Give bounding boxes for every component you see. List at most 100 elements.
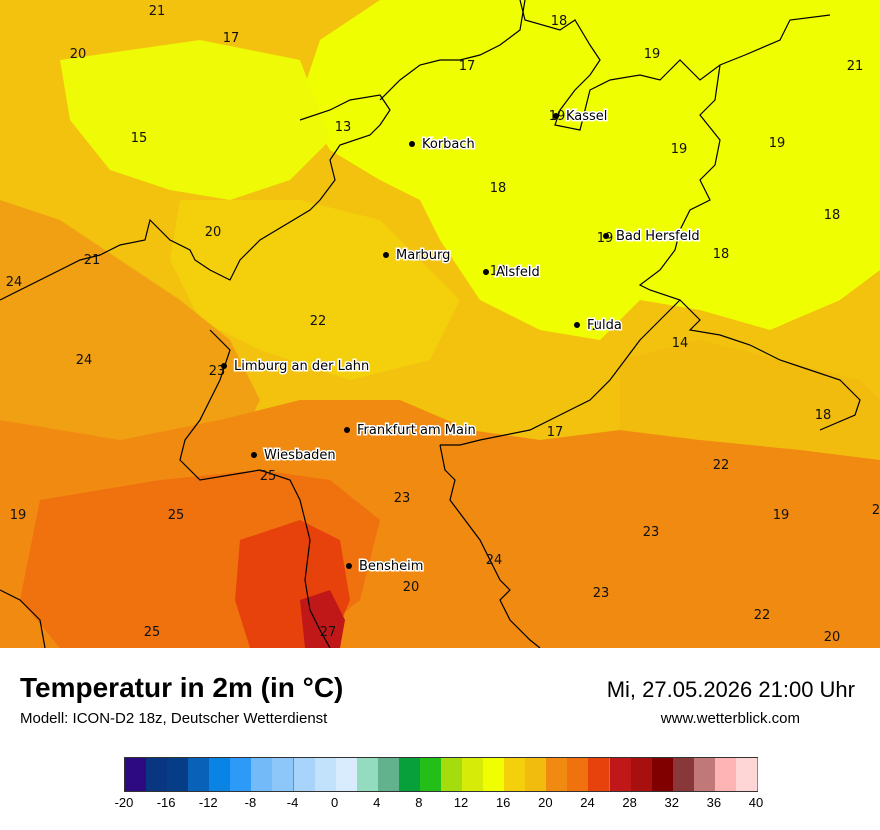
temperature-value: 19: [773, 508, 790, 523]
city-dot-icon: [344, 427, 350, 433]
legend-tick-label: -12: [198, 795, 218, 810]
legend-tick-label: 32: [664, 795, 679, 810]
temperature-value: 18: [815, 408, 832, 423]
legend-swatch: [546, 758, 569, 791]
legend-swatch: [314, 758, 337, 791]
legend-swatch: [735, 758, 758, 791]
temperature-value: 25: [168, 508, 185, 523]
city-label: Fulda: [587, 318, 622, 333]
temperature-value: 20: [592, 319, 609, 334]
temperature-value: 20: [824, 630, 841, 645]
city-wiesbaden[interactable]: Wiesbaden: [251, 447, 337, 465]
city-label: Limburg an der Lahn: [234, 359, 369, 374]
temperature-value: 21: [847, 59, 864, 74]
city-dot-icon: [251, 452, 257, 458]
border-line-north: [379, 0, 526, 101]
forecast-datetime: Mi, 27.05.2026 21:00 Uhr: [606, 677, 855, 702]
legend-swatch: [714, 758, 737, 791]
temperature-value: 24: [6, 275, 23, 290]
city-label: Frankfurt am Main: [357, 423, 476, 438]
temperature-value: 17: [547, 425, 564, 440]
border-line-east: [638, 64, 861, 431]
city-korbach[interactable]: Korbach: [409, 136, 476, 154]
legend-swatch: [230, 758, 253, 791]
legend-swatch: [188, 758, 211, 791]
temperature-value: 21: [149, 4, 166, 19]
temperature-value: 23: [593, 586, 610, 601]
temperature-value: 19: [671, 142, 688, 157]
temperature-value: 23: [643, 525, 660, 540]
legend-swatch: [377, 758, 400, 791]
temperature-value: 18: [713, 247, 730, 262]
legend-tick-label: 40: [748, 795, 764, 810]
temperature-value: 20: [403, 580, 420, 595]
city-dot-icon: [221, 363, 227, 369]
temperature-value: 23: [394, 491, 411, 506]
legend-swatch: [356, 758, 379, 791]
mild-zone-yellow: [170, 200, 460, 380]
legend-tick-label: 28: [622, 795, 637, 810]
legend-swatch: [672, 758, 695, 791]
warm-zone-orange-west: [0, 200, 260, 480]
city-dot-icon: [603, 233, 609, 239]
city-label: Korbach: [422, 137, 475, 152]
legend-swatch: [167, 758, 190, 791]
legend-swatch: [441, 758, 463, 791]
city-label: Kassel: [566, 109, 607, 124]
city-fulda[interactable]: Fulda: [574, 317, 623, 335]
temperature-value: 2: [872, 503, 880, 518]
temperature-value: 19: [769, 136, 786, 151]
city-marburg[interactable]: Marburg: [383, 247, 452, 265]
legend-tick-label: -20: [114, 795, 134, 810]
temperature-value: 19: [644, 47, 661, 62]
hot-zone-peak: [300, 590, 345, 648]
legend-swatch: [630, 758, 653, 791]
temperature-value: 24: [76, 353, 93, 368]
temperature-value: 17: [223, 31, 240, 46]
legend-swatch: [293, 758, 316, 791]
temperature-value: 20: [70, 47, 87, 62]
legend-tick-label: 12: [453, 795, 469, 810]
temperature-value: 21: [84, 253, 101, 268]
city-alsfeld[interactable]: Alsfeld: [483, 264, 541, 282]
city-limburg-an-der-lahn[interactable]: Limburg an der Lahn: [221, 358, 371, 376]
legend-swatch: [125, 758, 147, 791]
legend-swatch: [398, 758, 421, 791]
city-bensheim[interactable]: Bensheim: [346, 558, 425, 576]
legend-swatch: [693, 758, 716, 791]
legend-tick-label: 20: [538, 795, 553, 810]
color-legend: [124, 757, 758, 792]
city-bad-hersfeld[interactable]: Bad Hersfeld: [603, 228, 701, 246]
city-dot-icon: [574, 322, 580, 328]
temperature-value: 15: [131, 131, 148, 146]
legend-tick-label: 4: [373, 795, 381, 810]
city-label: Wiesbaden: [264, 448, 336, 463]
city-label: Alsfeld: [496, 265, 540, 280]
temperature-value: 25: [144, 625, 161, 640]
legend-swatch: [462, 758, 485, 791]
legend-tick-label: 16: [495, 795, 511, 810]
legend-swatch: [251, 758, 274, 791]
temperature-value: 14: [672, 336, 689, 351]
temperature-value: 22: [754, 608, 771, 623]
legend-tick-label: 0: [331, 795, 339, 810]
warm-zone-orange-east: [620, 340, 880, 460]
temperature-value: 18: [490, 264, 507, 279]
legend-tick-label: -4: [286, 795, 299, 810]
city-frankfurt-am-main[interactable]: Frankfurt am Main: [344, 422, 477, 440]
border-line-southwest: [0, 589, 46, 648]
temperature-value: 13: [335, 120, 352, 135]
website-link[interactable]: www.wetterblick.com: [660, 710, 800, 727]
legend-tick-label: 36: [706, 795, 722, 810]
temperature-value: 18: [824, 208, 841, 223]
city-kassel[interactable]: Kassel: [553, 108, 609, 126]
city-dot-icon: [346, 563, 352, 569]
legend-swatch: [272, 758, 295, 791]
legend-swatch: [146, 758, 169, 791]
legend-swatch: [335, 758, 358, 791]
city-dot-icon: [409, 141, 415, 147]
legend-swatch: [504, 758, 527, 791]
temperature-map: 21 20 17 18 19 21 17 19 13 15 19 19 18 18 20 19 18 21 24 18…: [0, 0, 880, 648]
temperature-value: 23: [209, 364, 226, 379]
legend-swatch: [651, 758, 674, 791]
